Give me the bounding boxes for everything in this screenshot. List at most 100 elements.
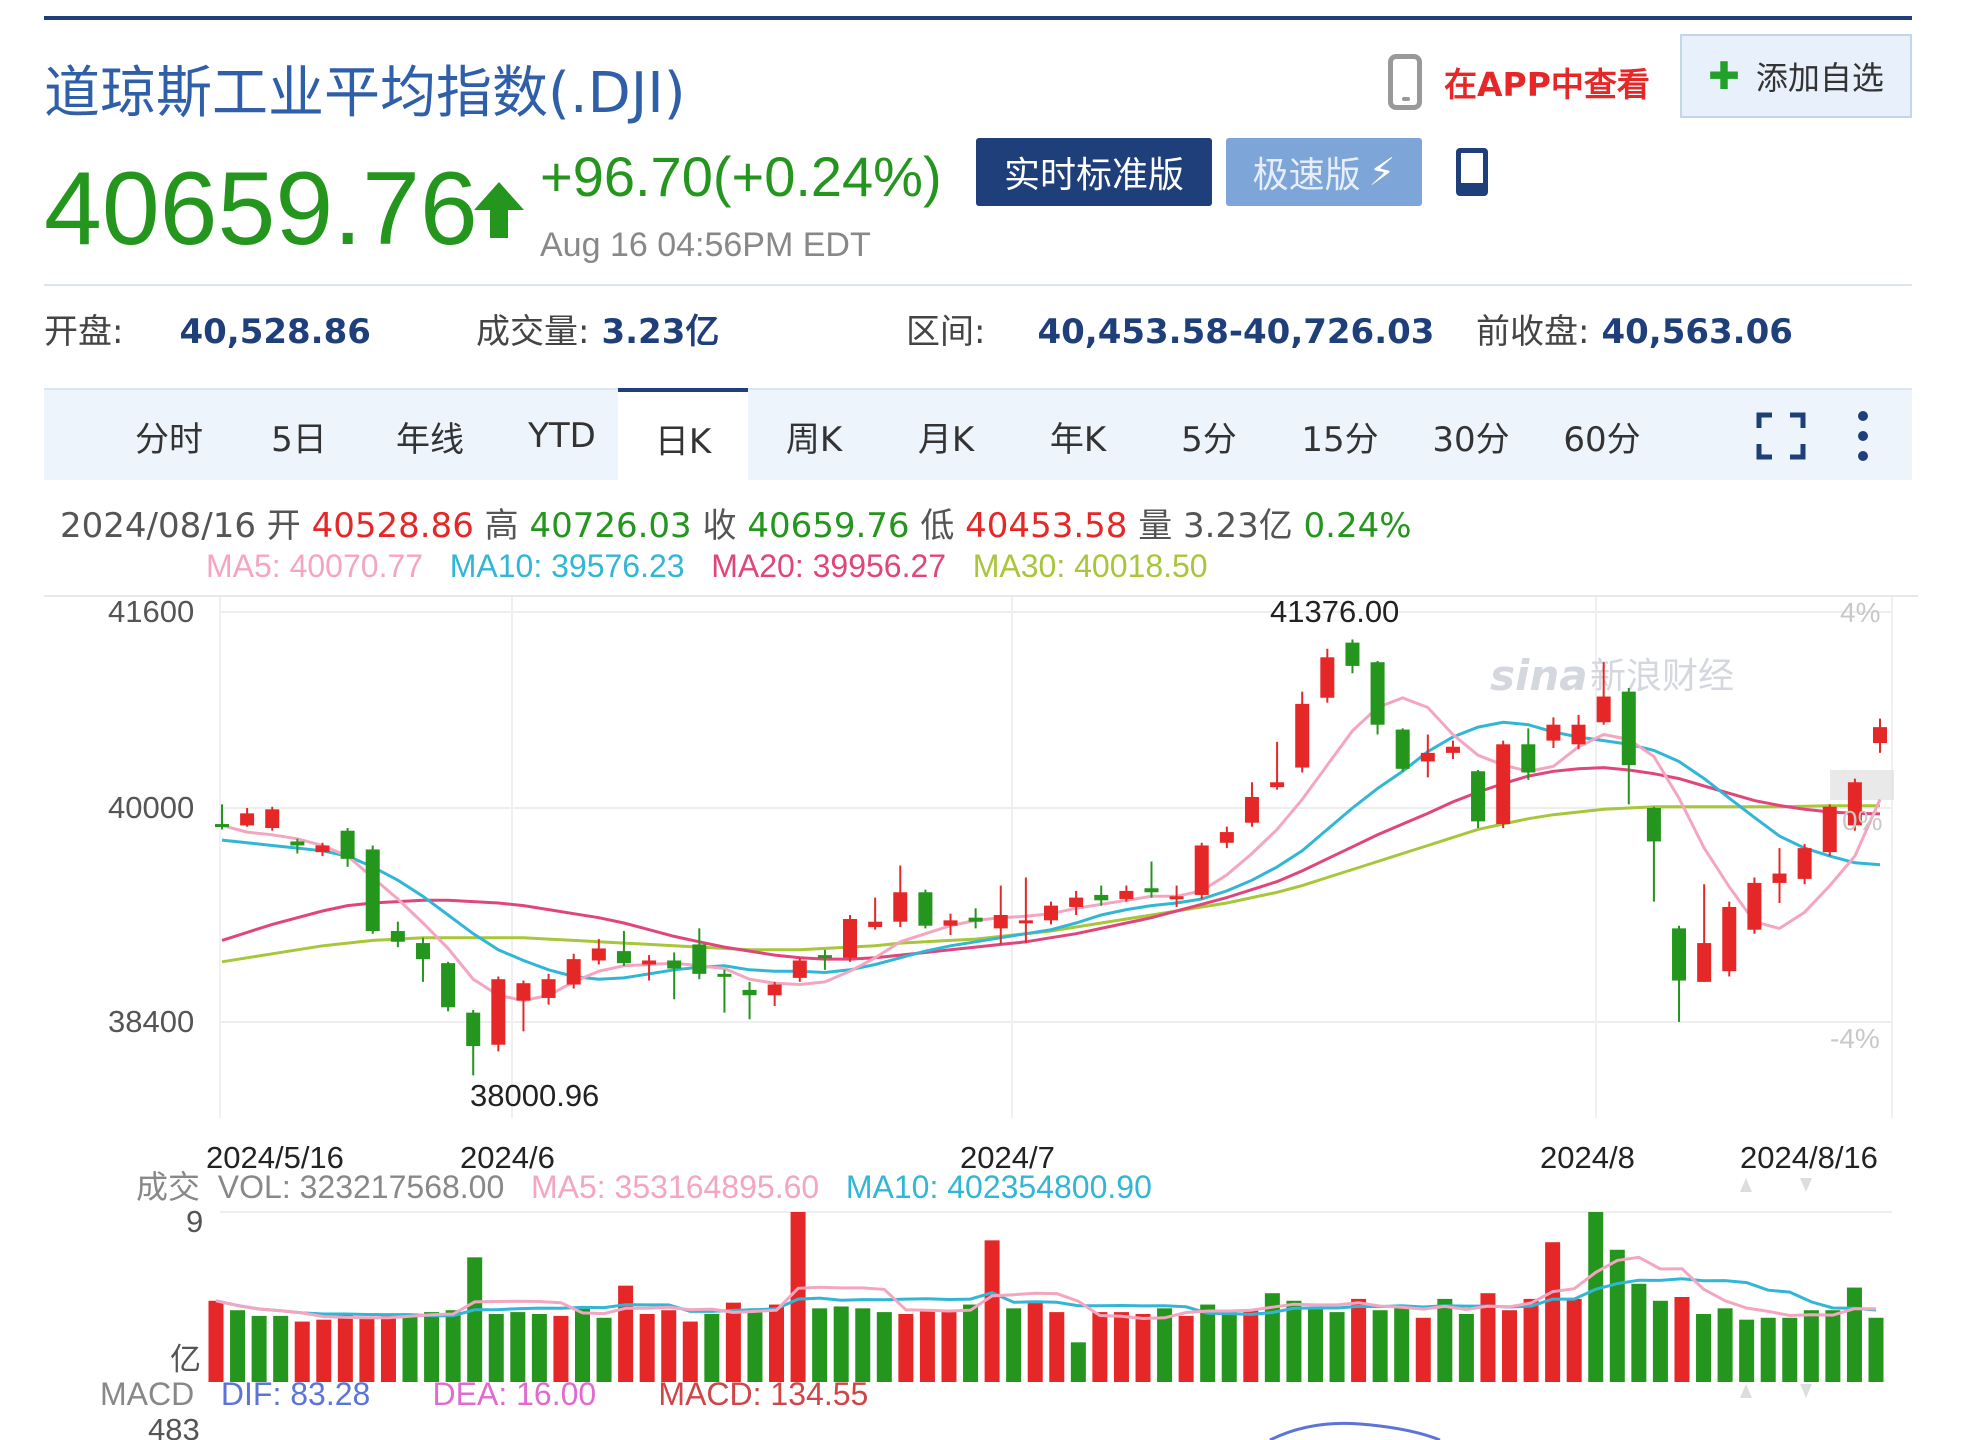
volume-ma-lines [215, 1178, 1877, 1398]
app-view-label: 在APP中查看 [1444, 65, 1650, 104]
tab-yearline[interactable]: 年线 [396, 419, 464, 460]
candle-body-23 [792, 960, 807, 978]
top-border [44, 16, 1912, 20]
ohlc-pct: 0.24% [1303, 506, 1412, 546]
vol-bar-18 [596, 1317, 612, 1382]
candle-body-12 [516, 983, 531, 1001]
add-watchlist-button[interactable]: ✚ 添加自选 [1680, 34, 1912, 118]
candle-body-14 [566, 959, 581, 985]
fast-version-label: 极速版 [1252, 155, 1361, 196]
vol-ma5: MA5: 353164895.60 [530, 1169, 820, 1205]
tab-daily-k[interactable]: 日K [618, 388, 748, 484]
vol-bar-54 [1372, 1310, 1388, 1382]
macd-scroll-down-icon [1800, 1384, 1812, 1398]
vol-axis-top: 9 [186, 1204, 203, 1239]
tab-60min[interactable]: 60分 [1563, 419, 1641, 460]
ohlc-close: 40659.76 [747, 506, 910, 546]
up-arrow-icon [474, 182, 524, 238]
quote-timestamp: Aug 16 04:56PM EDT [540, 226, 871, 264]
candle-body-2 [265, 809, 280, 829]
vol-bar-12 [467, 1257, 483, 1382]
candle-body-48 [1420, 752, 1435, 762]
period-tabs: 分时 5日 年线 YTD 日K 周K 月K 年K 5分 15分 30分 60分 [44, 388, 1912, 484]
vol-bar-33 [919, 1310, 935, 1382]
macd-scroll-up-icon [1740, 1384, 1752, 1398]
min-annotation: 38000.96 [470, 1078, 599, 1113]
vol-bar-23 [704, 1314, 720, 1382]
plus-icon: ✚ [1708, 54, 1740, 98]
realtime-standard-button[interactable]: 实时标准版 [976, 138, 1212, 206]
vol-bar-49 [1264, 1293, 1280, 1382]
vol-bar-64 [1588, 1212, 1604, 1382]
tablet-icon[interactable] [1456, 148, 1488, 196]
tab-30min[interactable]: 30分 [1432, 419, 1510, 460]
vol-bar-32 [898, 1314, 914, 1382]
vol-bar-40 [1070, 1342, 1086, 1382]
candle-body-52 [1521, 744, 1536, 773]
candle-body-0 [215, 824, 229, 828]
page-title: 道琼斯工业平均指数(.DJI) [44, 61, 686, 126]
tab-monthly-k[interactable]: 月K [917, 419, 975, 460]
candle-body-61 [1747, 882, 1762, 930]
tab-weekly-k[interactable]: 周K [785, 419, 843, 460]
vol-bar-52 [1329, 1312, 1345, 1382]
pct-tick-0: 4% [1840, 597, 1880, 628]
candle-body-39 [1194, 845, 1209, 895]
candle-body-1 [240, 813, 255, 826]
tab-ytd[interactable]: YTD [528, 416, 596, 456]
macd-dif-line [1269, 1421, 1441, 1440]
app-view-link[interactable]: 在APP中查看 [1388, 54, 1650, 110]
ohlc-open-label: 开 [266, 506, 301, 546]
candle-body-10 [466, 1012, 481, 1047]
candle-body-9 [441, 963, 456, 1008]
vol-bar-44 [1157, 1308, 1173, 1382]
tab-5min[interactable]: 5分 [1181, 419, 1237, 460]
candle-body-55 [1596, 696, 1611, 723]
stat-open-value: 40,528.86 [179, 312, 371, 352]
candle-body-19 [692, 944, 707, 974]
ohlc-open: 40528.86 [311, 506, 474, 546]
candle-body-28 [918, 892, 933, 926]
vol-bar-15 [531, 1314, 547, 1382]
candle-body-41 [1244, 796, 1259, 823]
tab-15min[interactable]: 15分 [1301, 419, 1379, 460]
candle-body-58 [1672, 928, 1687, 981]
vol-bar-57 [1437, 1298, 1453, 1382]
vol-bar-69 [1696, 1314, 1712, 1382]
vol-bar-39 [1049, 1312, 1065, 1382]
vol-bar-10 [424, 1312, 440, 1382]
y-tick-2: 38400 [108, 1004, 194, 1039]
candle-body-5 [340, 830, 355, 859]
sina-watermark: sina 新浪财经 [1490, 651, 1734, 700]
x-tick-1: 2024/6 [460, 1140, 555, 1175]
ma10-line [221, 720, 1881, 981]
vol-bar-38 [1027, 1302, 1043, 1382]
tab-5day[interactable]: 5日 [271, 419, 327, 460]
ma5-value: MA5: 40070.77 [206, 548, 424, 584]
fullscreen-icon[interactable] [1756, 412, 1806, 460]
candle-body-59 [1697, 943, 1712, 982]
candle-body-51 [1496, 744, 1511, 825]
more-options-icon[interactable] [1856, 410, 1870, 462]
vol-bar-45 [1178, 1315, 1194, 1382]
candle-body-20 [717, 973, 732, 977]
vol-bar-59 [1480, 1293, 1496, 1382]
stat-open-label: 开盘: [44, 312, 124, 352]
vol-bar-42 [1113, 1312, 1129, 1382]
tab-yearly-k[interactable]: 年K [1049, 419, 1107, 460]
tab-fenshi[interactable]: 分时 [135, 419, 203, 460]
candle-body-60 [1722, 906, 1737, 972]
vol-bar-62 [1545, 1242, 1561, 1382]
candle-body-13 [541, 979, 556, 998]
vol-bar-72 [1760, 1317, 1776, 1382]
ma30-value: MA30: 40018.50 [972, 548, 1208, 584]
vol-bar-19 [618, 1285, 634, 1382]
vol-bar-71 [1739, 1319, 1755, 1382]
watermark-text: 新浪财经 [1590, 656, 1734, 697]
stat-volume: 成交量: 3.23亿 [476, 304, 719, 353]
fast-version-button[interactable]: 极速版 ⚡ [1226, 138, 1422, 206]
candle-body-7 [390, 931, 405, 942]
candle-body-36 [1119, 890, 1134, 899]
x-tick-3: 2024/8 [1540, 1140, 1635, 1175]
